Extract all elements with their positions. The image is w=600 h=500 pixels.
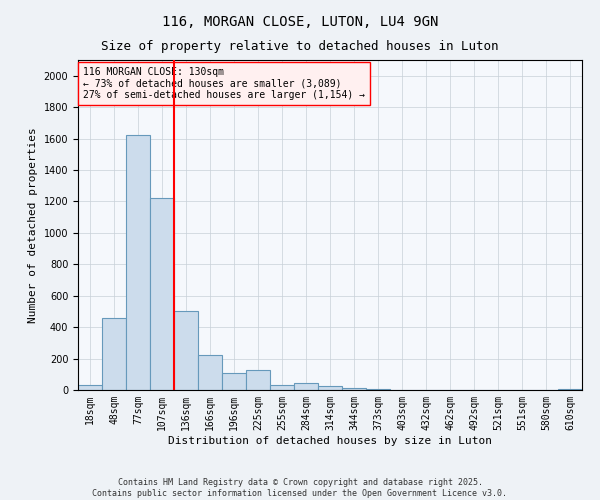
Bar [270, 386, 294, 390]
Bar [126, 136, 150, 390]
Bar [558, 389, 582, 390]
Bar [222, 372, 246, 390]
Bar [366, 389, 390, 390]
Bar [318, 386, 342, 390]
Bar [78, 386, 102, 390]
Bar [246, 370, 270, 390]
Bar [342, 388, 366, 390]
Y-axis label: Number of detached properties: Number of detached properties [28, 127, 38, 323]
Text: Size of property relative to detached houses in Luton: Size of property relative to detached ho… [101, 40, 499, 53]
Text: 116, MORGAN CLOSE, LUTON, LU4 9GN: 116, MORGAN CLOSE, LUTON, LU4 9GN [162, 15, 438, 29]
X-axis label: Distribution of detached houses by size in Luton: Distribution of detached houses by size … [168, 436, 492, 446]
Text: Contains HM Land Registry data © Crown copyright and database right 2025.
Contai: Contains HM Land Registry data © Crown c… [92, 478, 508, 498]
Bar [174, 312, 198, 390]
Bar [198, 356, 222, 390]
Bar [294, 383, 318, 390]
Bar [150, 198, 174, 390]
Text: 116 MORGAN CLOSE: 130sqm
← 73% of detached houses are smaller (3,089)
27% of sem: 116 MORGAN CLOSE: 130sqm ← 73% of detach… [83, 66, 365, 100]
Bar [102, 318, 126, 390]
